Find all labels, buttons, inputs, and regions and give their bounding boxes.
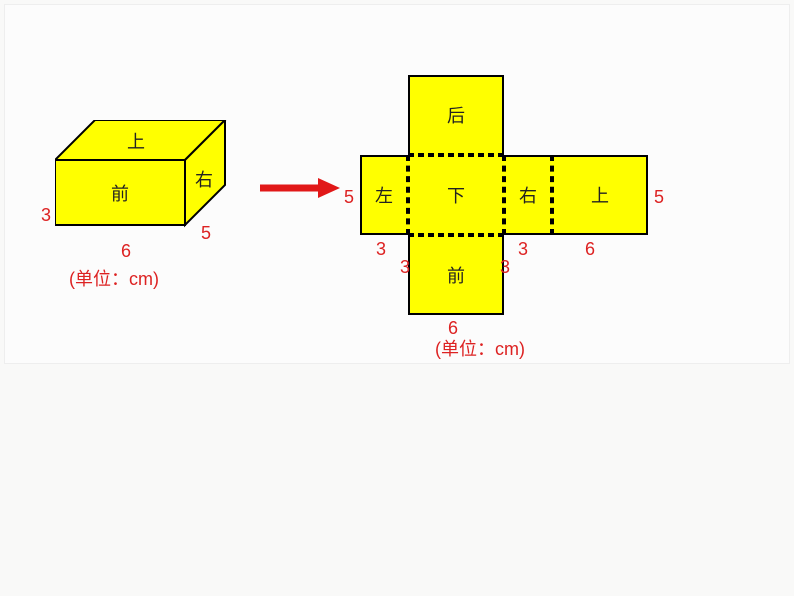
- net-dim-label-6: 6: [585, 239, 595, 260]
- cuboid-3d: 上 前 右: [55, 120, 255, 250]
- net-dim-label-2: 3: [376, 239, 386, 260]
- net-dim-label-5: 3: [518, 239, 528, 260]
- net-dim-label-0: 5: [344, 187, 354, 208]
- net-face-right: 右: [504, 155, 552, 235]
- cuboid-dim-height: 3: [41, 205, 51, 226]
- cuboid-dim-depth: 5: [201, 223, 211, 244]
- arrow-icon: [260, 177, 340, 199]
- net-face-back: 后: [408, 75, 504, 155]
- net-face-left: 左: [360, 155, 408, 235]
- cuboid-right-label: 右: [195, 166, 213, 192]
- net-dim-label-1: 5: [654, 187, 664, 208]
- cuboid-top-label: 上: [127, 128, 145, 154]
- net-unfolded: 后左下右上前55333366: [360, 75, 770, 365]
- cuboid-front-label: 前: [111, 180, 129, 206]
- cuboid-unit-note: (单位：cm): [69, 265, 159, 291]
- net-dim-label-4: 3: [500, 257, 510, 278]
- net-unit-note: (单位：cm): [435, 335, 525, 361]
- net-face-bottom: 下: [408, 155, 504, 235]
- diagram-canvas: 上 前 右 3 5 6 (单位：cm) 后左下右上前55333366 (单位：c…: [4, 4, 790, 364]
- net-face-front: 前: [408, 235, 504, 315]
- cuboid-dim-width: 6: [121, 241, 131, 262]
- cuboid-svg: [55, 120, 255, 250]
- net-face-top: 上: [552, 155, 648, 235]
- net-dim-label-3: 3: [400, 257, 410, 278]
